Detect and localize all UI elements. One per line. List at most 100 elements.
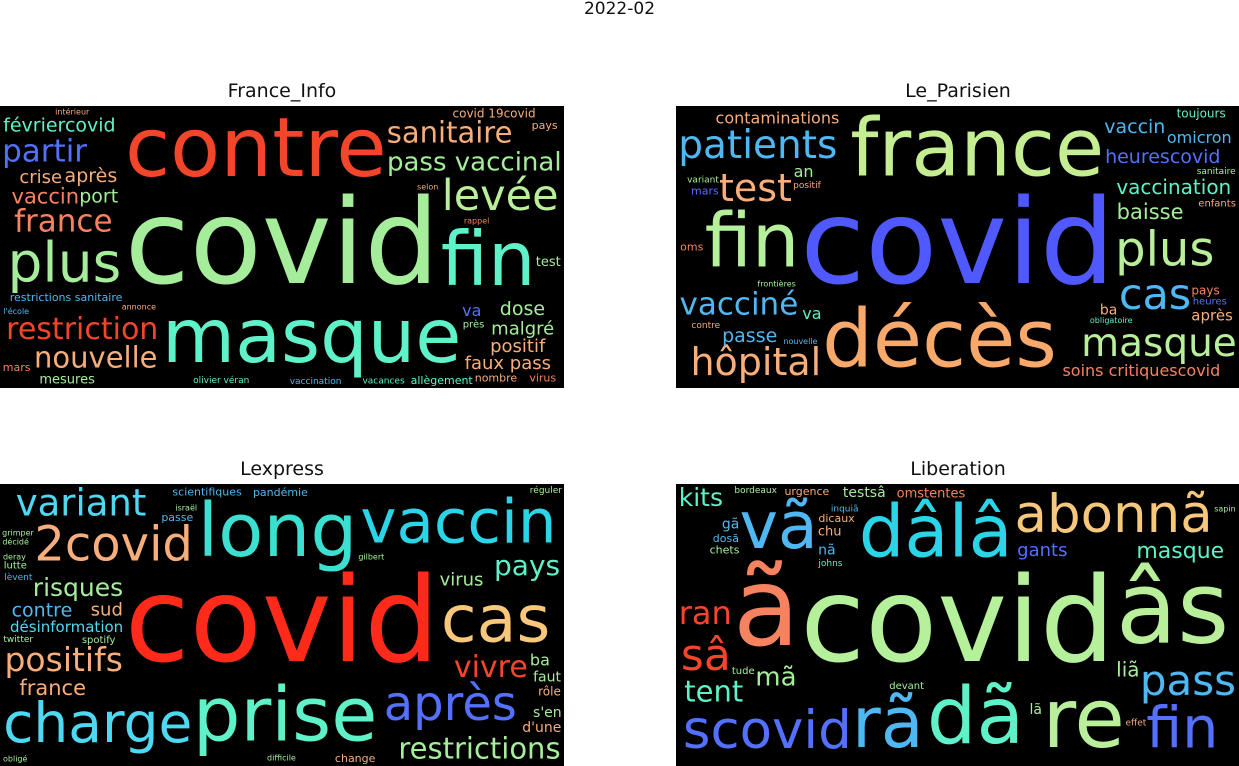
cloud-word: mesures — [39, 372, 95, 387]
cloud-word: positif — [793, 181, 821, 191]
cloud-word: sanitaire — [1197, 167, 1236, 177]
cloud-word: masque — [1136, 539, 1224, 564]
figure-title: 2022-02 — [583, 0, 656, 19]
cloud-word: restriction — [6, 312, 158, 347]
cloud-word: dicaux — [818, 512, 855, 525]
cloud-word: levée — [442, 171, 559, 221]
cloud-word: prise — [193, 671, 378, 759]
cloud-word: vaccin — [360, 487, 556, 558]
cloud-word: chu — [818, 525, 842, 540]
cloud-word: va — [462, 301, 481, 320]
cloud-word: ã — [733, 544, 800, 671]
cloud-word: mars — [691, 184, 719, 197]
cloud-word: frontières — [757, 278, 795, 288]
word-cloud-liberation: covid ã âs dã dâlâ re rã abonnã scovid vã pass fin r… — [676, 484, 1239, 766]
cloud-word: change — [335, 752, 376, 765]
cloud-word: s'en — [533, 705, 562, 721]
cloud-word: oms — [680, 241, 703, 254]
cloud-word: âs — [1116, 550, 1229, 667]
cloud-word: nouvelle — [783, 337, 817, 346]
cloud-word: lutte — [4, 561, 27, 572]
word-cloud-lexpress: covid long prise vaccin cas charge 2covid après… — [0, 484, 564, 766]
cloud-word: malgré — [491, 319, 554, 340]
panel-title: Liberation — [910, 458, 1006, 480]
cloud-word: ba — [1100, 302, 1117, 318]
cloud-word: 2covid — [34, 516, 193, 572]
cloud-word: après — [384, 676, 517, 732]
cloud-word: pays — [494, 549, 560, 582]
cloud-word: grimper — [2, 528, 34, 537]
cloud-word: faut — [533, 669, 561, 685]
cloud-word: dâlâ — [859, 489, 1013, 573]
cloud-word: devant — [889, 681, 924, 692]
cloud-word: bordeaux — [734, 486, 777, 496]
cloud-word: ran — [679, 594, 732, 632]
cloud-word: port — [79, 186, 118, 208]
cloud-word: patients — [678, 123, 837, 168]
cloud-word: inquiã — [831, 505, 859, 515]
cloud-word: variant — [16, 484, 147, 525]
cloud-word: vivre — [454, 650, 528, 685]
cloud-word: vã — [739, 489, 817, 564]
cloud-word: va — [802, 304, 821, 323]
cloud-word: désinformation — [10, 618, 123, 636]
cloud-word: dosã — [713, 532, 739, 545]
cloud-word: variant — [687, 175, 719, 185]
cloud-word: long — [198, 488, 358, 574]
cloud-word: vaccination — [1116, 175, 1231, 199]
cloud-word: après — [1191, 306, 1233, 324]
cloud-word: rôle — [538, 684, 561, 698]
cloud-word: l'école — [3, 306, 29, 316]
word-cloud-france-info: covid masque contre fin plus pass vaccinal res… — [0, 106, 564, 388]
cloud-word: effet — [1125, 719, 1146, 729]
cloud-word: obligé — [3, 753, 27, 763]
cloud-word: olivier véran — [193, 375, 249, 386]
cloud-word: gã — [722, 517, 739, 533]
cloud-word: an — [794, 162, 814, 181]
cloud-word: sanitaire — [387, 116, 513, 150]
cloud-word: d'une — [522, 720, 561, 736]
cloud-word: réguler — [530, 485, 562, 496]
cloud-word: test — [536, 255, 561, 270]
panel-france-info: France_Info covid masque contre fin plus pass… — [0, 78, 564, 388]
cloud-word: crise — [19, 167, 62, 188]
cloud-word: passe — [161, 511, 193, 524]
cloud-word: selon — [417, 183, 438, 192]
cloud-word: abonnã — [1014, 484, 1212, 545]
cloud-word: covid 19covid — [453, 107, 536, 121]
cloud-word: pass — [1140, 656, 1236, 705]
cloud-word: mã — [755, 663, 796, 693]
cloud-word: france — [850, 106, 1104, 194]
cloud-word: vaccination — [290, 377, 342, 387]
cloud-word: covid — [800, 551, 1115, 689]
cloud-word: vacciné — [680, 287, 799, 323]
cloud-word: fin — [1146, 695, 1218, 761]
cloud-word: décès — [822, 292, 1057, 385]
cloud-word: re — [1043, 672, 1125, 766]
cloud-word: contre — [12, 599, 73, 621]
cloud-word: israël — [175, 503, 197, 512]
cloud-word: obligatoire — [1090, 316, 1133, 325]
cloud-word: urgence — [784, 485, 829, 498]
cloud-word: gilbert — [358, 553, 384, 562]
cloud-word: liã — [1116, 658, 1139, 682]
cloud-word: lã — [1029, 702, 1041, 718]
cloud-word: covid — [125, 551, 440, 689]
cloud-word: difficile — [267, 754, 296, 763]
cloud-word: nombre — [475, 371, 518, 384]
cloud-word: sud — [91, 599, 123, 620]
cloud-word: baisse — [1117, 200, 1184, 224]
cloud-word: vaccin — [1104, 116, 1165, 138]
cloud-word: fin — [705, 197, 800, 285]
cloud-word: virus — [529, 372, 556, 385]
cloud-word: nouvelle — [34, 340, 157, 374]
cloud-word: chets — [710, 543, 740, 556]
cloud-word: faux pass — [465, 353, 551, 374]
cloud-word: contaminations — [716, 109, 840, 128]
cloud-word: positif — [490, 336, 546, 357]
cloud-word: vacances — [362, 377, 404, 387]
cloud-word: covid — [800, 173, 1115, 311]
